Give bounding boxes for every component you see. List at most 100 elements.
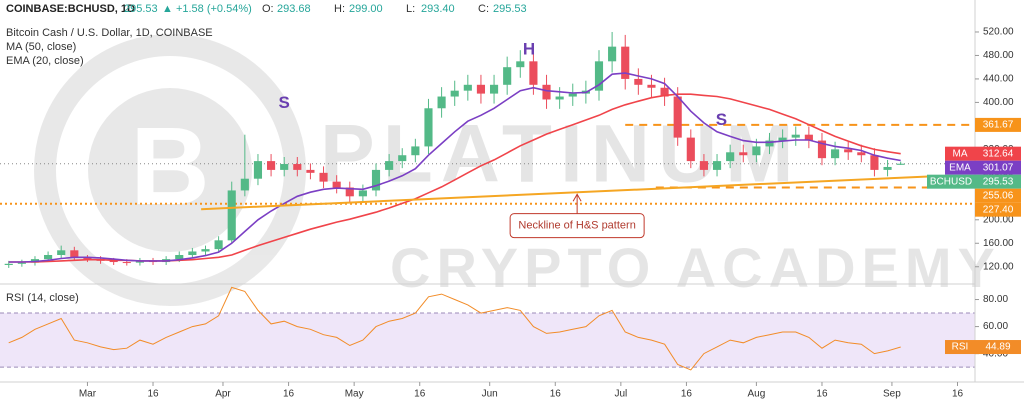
symbol: COINBASE:BCHUSD, 1D — [6, 3, 135, 15]
candle-body — [686, 137, 695, 162]
candle-body — [844, 149, 853, 153]
candle-body — [804, 134, 813, 141]
candle-body — [752, 146, 761, 156]
candle-body — [712, 161, 722, 170]
candle-body — [778, 137, 787, 141]
x-tick-label: 16 — [681, 389, 693, 400]
indicator-line — [8, 72, 901, 263]
candle-body — [319, 172, 328, 182]
candle-body — [385, 161, 394, 170]
candle-body — [122, 262, 131, 264]
candle-body — [791, 134, 800, 138]
candle-body — [17, 262, 26, 264]
candle-body — [568, 93, 577, 97]
candle-body — [660, 87, 669, 97]
price-label-box — [975, 117, 1021, 132]
callout-arrowhead — [572, 193, 582, 202]
legend-rsi: RSI (14, close) — [6, 292, 79, 304]
candle-body — [109, 260, 118, 263]
candle-body — [4, 263, 13, 265]
candle-body — [424, 108, 433, 147]
callout-box — [509, 213, 645, 239]
candle-body — [594, 61, 604, 91]
y-tick-label: 440.00 — [983, 74, 1014, 85]
y-tick-label: 160.00 — [983, 238, 1014, 249]
candle-body — [267, 161, 276, 170]
candle-body — [280, 164, 289, 170]
candle-body — [83, 257, 92, 260]
y-tick-label: 200.00 — [983, 214, 1014, 225]
price-tag-box — [945, 340, 975, 355]
candle-body — [489, 84, 499, 94]
price-label: 295.53 — [983, 176, 1014, 187]
candle-body — [135, 260, 144, 263]
x-tick-label: Apr — [215, 389, 231, 400]
candle-body — [371, 169, 381, 191]
pattern-label: S — [279, 93, 290, 112]
ohlc-value: 299.00 — [349, 3, 383, 15]
candle-body — [516, 61, 525, 68]
plot: S H S Neckline of H&S pattern — [0, 31, 975, 371]
candle-body — [175, 255, 184, 260]
x-tick-label: 16 — [147, 389, 159, 400]
candle-body — [831, 149, 840, 159]
candle-body — [883, 166, 892, 170]
price-tag: RSI — [952, 342, 969, 353]
price-label-box — [975, 174, 1021, 189]
price-change: ▲ +1.58 (+0.54%) — [162, 3, 252, 15]
rsi-band — [0, 313, 975, 368]
candle-body — [870, 155, 879, 170]
price-label-box — [975, 340, 1021, 355]
candle-body — [699, 161, 708, 170]
y-tick-label: 80.00 — [983, 294, 1008, 305]
candle-body — [463, 84, 472, 91]
candle-body — [673, 96, 682, 138]
price-tag: MA — [953, 148, 968, 159]
candle-body — [634, 78, 643, 85]
watermark-text: CRYPTO ACADEMY — [390, 236, 1001, 299]
candle-body — [240, 178, 249, 191]
price-label: 255.06 — [983, 190, 1014, 201]
legend-ema: EMA (20, close) — [6, 55, 84, 67]
legend-ma: MA (50, close) — [6, 41, 76, 53]
ohlc-value: 295.53 — [493, 3, 527, 15]
watermark-logo — [34, 34, 306, 306]
candle-body — [332, 181, 341, 188]
neckline — [201, 175, 932, 211]
candle-body — [358, 190, 367, 197]
x-tick-label: Mar — [79, 389, 97, 400]
ohlc-key: L: — [406, 3, 415, 15]
x-tick-label: Jun — [482, 389, 498, 400]
watermark-text: PLATINUM — [320, 109, 802, 200]
price-label-box — [975, 202, 1021, 217]
candle-body — [201, 249, 210, 252]
ohlc-key: H: — [334, 3, 345, 15]
x-tick-label: May — [345, 389, 364, 400]
candle-body — [896, 163, 905, 165]
price-tag-box — [945, 160, 975, 175]
legend-symbol: Bitcoin Cash / U.S. Dollar, 1D, COINBASE — [6, 27, 213, 39]
y-tick-label: 520.00 — [983, 27, 1014, 38]
rsi-line — [8, 286, 901, 371]
candle-body — [44, 255, 53, 260]
y-tick-label: 120.00 — [983, 261, 1014, 272]
x-tick-label: 16 — [550, 389, 562, 400]
ohlc-key: C: — [478, 3, 489, 15]
candle-body — [621, 46, 630, 79]
x-tick-label: 16 — [414, 389, 426, 400]
candle-body — [765, 140, 774, 147]
candle-body — [476, 84, 486, 94]
candle-body — [726, 152, 735, 162]
candle-body — [57, 250, 66, 256]
x-tick-label: 16 — [816, 389, 828, 400]
callout-text: Neckline of H&S pattern — [518, 220, 635, 232]
price-label: 361.67 — [983, 120, 1014, 131]
candle-body — [555, 96, 564, 100]
price-tag: BCHUSD — [930, 176, 972, 187]
watermark-logo-core — [88, 88, 252, 252]
candle-body — [188, 251, 197, 256]
y-tick-label: 480.00 — [983, 50, 1014, 61]
candle-body — [608, 46, 617, 62]
candle-body — [437, 96, 446, 109]
pattern-label: S — [716, 110, 727, 129]
